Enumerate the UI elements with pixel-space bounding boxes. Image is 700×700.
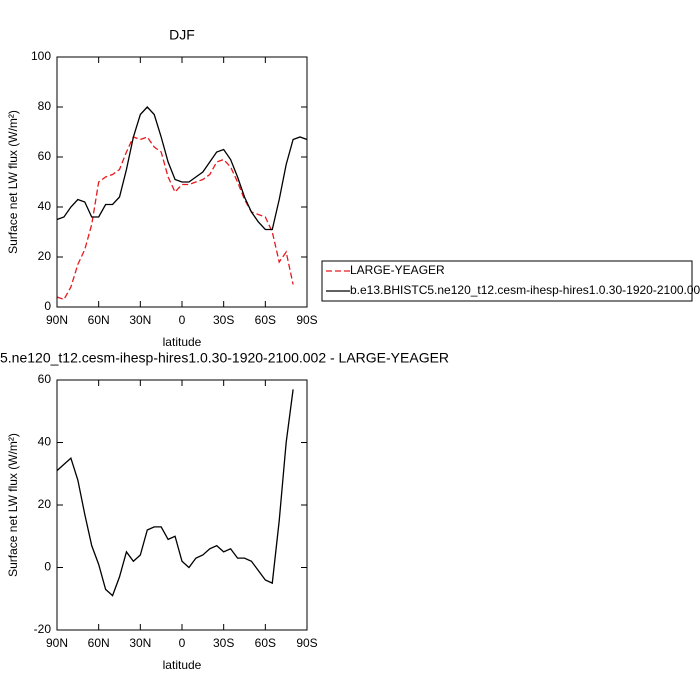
y-tick-label: 60 [38,149,52,163]
legend-box [321,260,693,302]
y-tick-label: 40 [38,435,52,449]
y-axis-label: Surface net LW flux (W/m²) [6,433,20,577]
data-line [56,389,294,597]
legend-label: b.e13.BHISTC5.ne120_t12.cesm-ihesp-hires… [350,283,700,297]
x-tick-label: 90N [46,636,68,650]
x-tick-label: 60S [255,636,276,650]
x-tick-label: 60N [88,313,110,327]
plot-frame [56,379,308,631]
y-tick-label: 0 [44,299,51,313]
chart-title: 5.ne120_t12.cesm-ihesp-hires1.0.30-1920-… [0,350,449,366]
x-tick-label: 60S [255,313,276,327]
x-tick-label: 90S [296,313,317,327]
data-line [56,136,294,301]
y-tick-label: 20 [38,249,52,263]
x-tick-label: 30N [129,636,151,650]
x-axis-label: latitude [163,658,202,672]
chart-title: DJF [169,27,195,43]
y-axis-label: Surface net LW flux (W/m²) [6,110,20,254]
x-tick-label: 90N [46,313,68,327]
x-tick-label: 0 [179,313,186,327]
data-line [56,106,308,231]
y-tick-label: 80 [38,99,52,113]
y-tick-label: 100 [31,49,51,63]
x-tick-label: 30S [213,636,234,650]
x-tick-label: 60N [88,636,110,650]
x-tick-label: 90S [296,636,317,650]
x-axis-label: latitude [163,335,202,349]
x-tick-label: 30N [129,313,151,327]
y-tick-label: 0 [44,560,51,574]
plot-frame [56,56,308,308]
y-tick-label: -20 [34,622,52,636]
x-tick-label: 0 [179,636,186,650]
x-tick-label: 30S [213,313,234,327]
legend-label: LARGE-YEAGER [350,263,445,277]
y-tick-label: 60 [38,372,52,386]
y-tick-label: 20 [38,497,52,511]
y-tick-label: 40 [38,199,52,213]
